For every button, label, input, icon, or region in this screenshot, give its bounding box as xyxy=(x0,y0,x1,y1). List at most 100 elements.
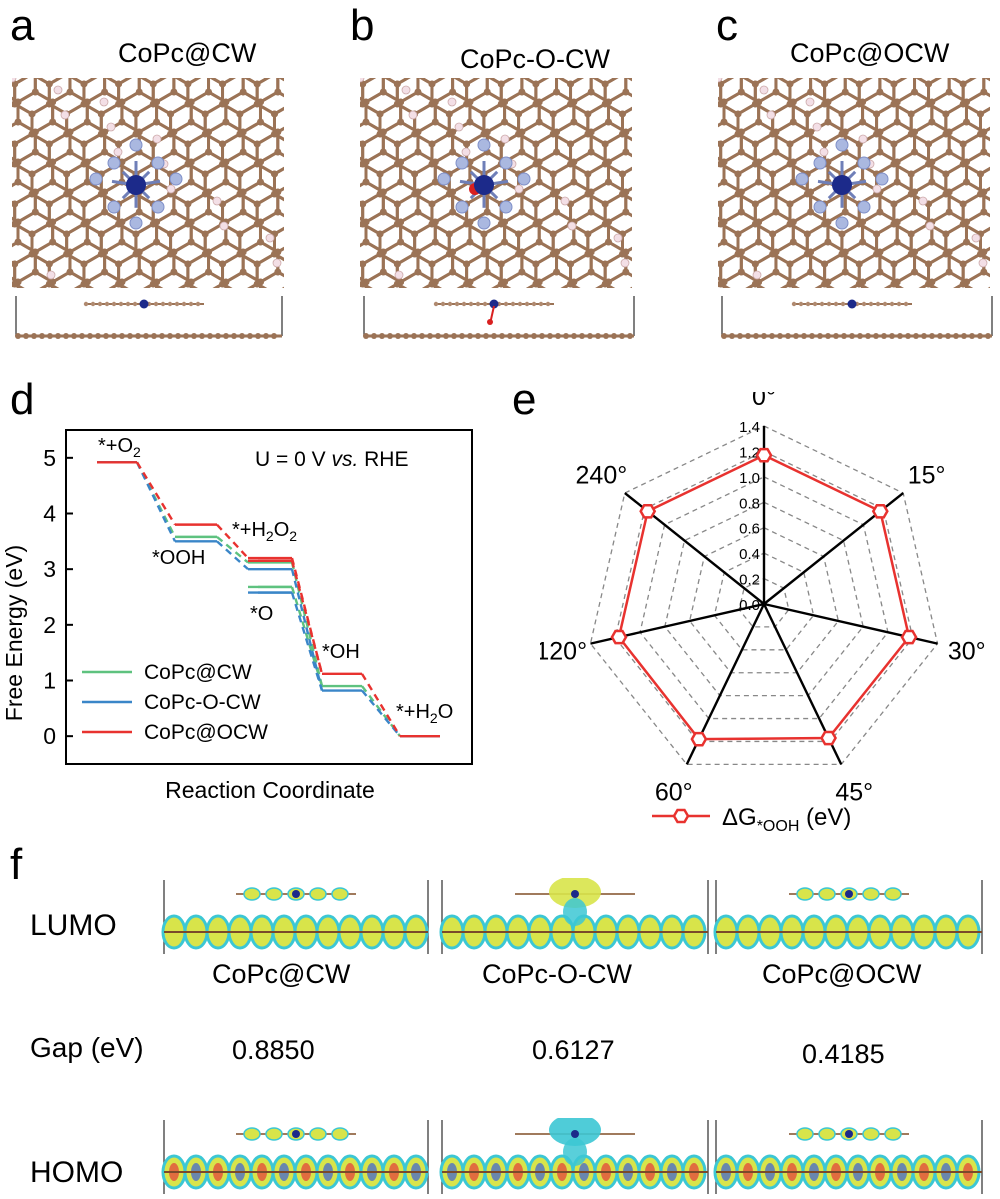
radar-grid-ring xyxy=(614,450,914,743)
hydrogen-atom xyxy=(408,110,418,120)
orbital-plot xyxy=(161,1120,429,1194)
structure-top-view-a xyxy=(12,78,284,288)
radar-grid-ring xyxy=(589,425,939,766)
y-tick-label: 2 xyxy=(43,612,56,638)
hydrogen-atom xyxy=(718,78,723,83)
hydrogen-atom xyxy=(401,85,411,95)
step-label-h2o: *+H2O xyxy=(396,701,453,726)
free-energy-diagram: Free Energy (eV) Reaction Coordinate U =… xyxy=(1,429,473,803)
structure-side-view-b xyxy=(363,296,635,339)
hydrogen-atom xyxy=(454,122,464,132)
y-tick-label: 4 xyxy=(43,501,56,527)
radar-tick-label: 1.2 xyxy=(739,444,760,461)
step-label-o: *O xyxy=(250,603,273,625)
cobalt-atom xyxy=(474,175,494,195)
structure-title-b: CoPc-O-CW xyxy=(460,44,610,74)
hydrogen-atom xyxy=(971,233,981,243)
orbital-lobe xyxy=(563,898,587,926)
panel-label-e: e xyxy=(512,375,537,424)
hydrogen-atom xyxy=(918,196,928,206)
radar-tick-label: 0.6 xyxy=(739,521,760,538)
orbital-plot xyxy=(439,1118,709,1194)
nitrogen-atom xyxy=(813,200,827,214)
panel-label-c: c xyxy=(716,1,738,50)
cobalt-atom xyxy=(126,175,146,195)
structure-name-ocw: CoPc@OCW xyxy=(762,959,922,989)
transition-line xyxy=(290,568,324,691)
structure-title-a: CoPc@CW xyxy=(118,38,257,68)
hydrogen-atom xyxy=(152,134,162,144)
structure-side-view-a xyxy=(15,296,283,339)
radar-series-line xyxy=(617,453,911,741)
nitrogen-atom xyxy=(875,172,889,186)
step-label-o2: *+O2 xyxy=(98,435,141,460)
gap-value-o-cw: 0.6127 xyxy=(532,1035,615,1065)
radar-axis-label: 0° xyxy=(752,392,776,411)
series-CoPc@OCW xyxy=(97,461,440,738)
hydrogen-atom xyxy=(514,184,524,194)
radar-grid-ring xyxy=(664,501,864,697)
carbon-lattice xyxy=(718,78,990,288)
lumo-label: LUMO xyxy=(30,909,117,942)
transition-line xyxy=(290,562,324,687)
radar-tick-label: 0.2 xyxy=(739,572,760,589)
cobalt-atom xyxy=(489,299,499,309)
structure-name-cw: CoPc@CW xyxy=(212,959,351,989)
transition-line xyxy=(360,673,402,737)
radar-legend-label: ΔG*OOH (eV) xyxy=(722,804,851,832)
panel-label-d: d xyxy=(10,375,35,424)
nitrogen-atom xyxy=(835,138,849,152)
homo-label: HOMO xyxy=(30,1156,124,1189)
radar-point xyxy=(900,629,918,645)
hydrogen-atom xyxy=(461,147,471,157)
transition-line xyxy=(135,461,177,542)
y-tick-label: 5 xyxy=(43,445,56,471)
hydrogen-atom xyxy=(394,270,404,280)
radar-axis-label: 60° xyxy=(655,778,693,806)
radar-point xyxy=(755,447,773,463)
hydrogen-atom xyxy=(766,110,776,120)
hydrogen-atom xyxy=(567,221,577,231)
structure-side-view-c xyxy=(721,296,993,339)
radar-axis-label: 45° xyxy=(835,778,873,806)
transition-line xyxy=(216,523,249,559)
cobalt-atom xyxy=(847,299,857,309)
transition-line xyxy=(290,560,324,675)
hydrogen-atom xyxy=(560,196,570,206)
cobalt-atom xyxy=(845,890,853,898)
panel-label-f: f xyxy=(10,840,23,889)
hydrogen-atom xyxy=(447,97,457,107)
hydrogen-atom xyxy=(812,122,822,132)
radar-axis-label: 240° xyxy=(576,461,628,489)
cobalt-atom xyxy=(832,175,852,195)
hydrogen-atom xyxy=(106,122,116,132)
hydrogen-atom xyxy=(272,258,282,268)
radar-axis-label: 30° xyxy=(948,637,986,665)
orbital-plot xyxy=(713,880,983,954)
hydrogen-atom xyxy=(500,134,510,144)
nitrogen-atom xyxy=(107,156,121,170)
hydrogen-atom xyxy=(858,134,868,144)
nitrogen-atom xyxy=(477,138,491,152)
cobalt-atom xyxy=(571,1130,579,1138)
nitrogen-atom xyxy=(169,172,183,186)
hydrogen-atom xyxy=(752,270,762,280)
structure-name-o-cw: CoPc-O-CW xyxy=(482,959,632,989)
hydrogen-atom xyxy=(46,270,56,280)
x-axis-label: Reaction Coordinate xyxy=(165,777,375,803)
y-axis-label: Free Energy (eV) xyxy=(1,545,27,721)
radar-point xyxy=(871,503,889,519)
carbon-lattice xyxy=(360,78,632,288)
cobalt-atom xyxy=(292,1130,300,1138)
nitrogen-atom xyxy=(813,156,827,170)
panel-label-a: a xyxy=(10,1,35,50)
nitrogen-atom xyxy=(455,156,469,170)
cobalt-atom xyxy=(845,1130,853,1138)
hydrogen-atom xyxy=(978,258,988,268)
nitrogen-atom xyxy=(499,156,513,170)
legend-label: CoPc-O-CW xyxy=(144,691,261,714)
nitrogen-atom xyxy=(107,200,121,214)
hydrogen-atom xyxy=(759,85,769,95)
radar-axis-label: 120° xyxy=(540,637,587,665)
step-label-h2o2: *+H2O2 xyxy=(232,519,297,544)
